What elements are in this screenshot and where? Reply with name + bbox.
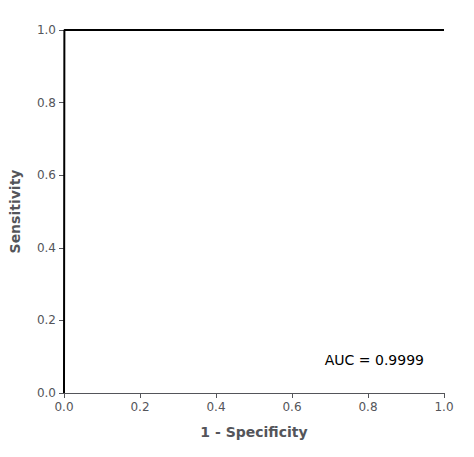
svg-text:0.6: 0.6 — [282, 400, 301, 414]
svg-text:0.2: 0.2 — [130, 400, 149, 414]
svg-text:0.8: 0.8 — [358, 400, 377, 414]
svg-text:1.0: 1.0 — [434, 400, 453, 414]
svg-text:0.0: 0.0 — [54, 400, 73, 414]
svg-text:AUC = 0.9999: AUC = 0.9999 — [325, 352, 424, 368]
svg-text:0.4: 0.4 — [37, 241, 56, 255]
svg-text:0.4: 0.4 — [206, 400, 225, 414]
svg-text:1.0: 1.0 — [37, 23, 56, 37]
svg-text:0.6: 0.6 — [37, 168, 56, 182]
svg-text:0.8: 0.8 — [37, 96, 56, 110]
svg-text:1 - Specificity: 1 - Specificity — [200, 424, 307, 440]
svg-text:Sensitivity: Sensitivity — [7, 170, 23, 254]
svg-text:0.0: 0.0 — [37, 386, 56, 400]
svg-text:0.2: 0.2 — [37, 313, 56, 327]
